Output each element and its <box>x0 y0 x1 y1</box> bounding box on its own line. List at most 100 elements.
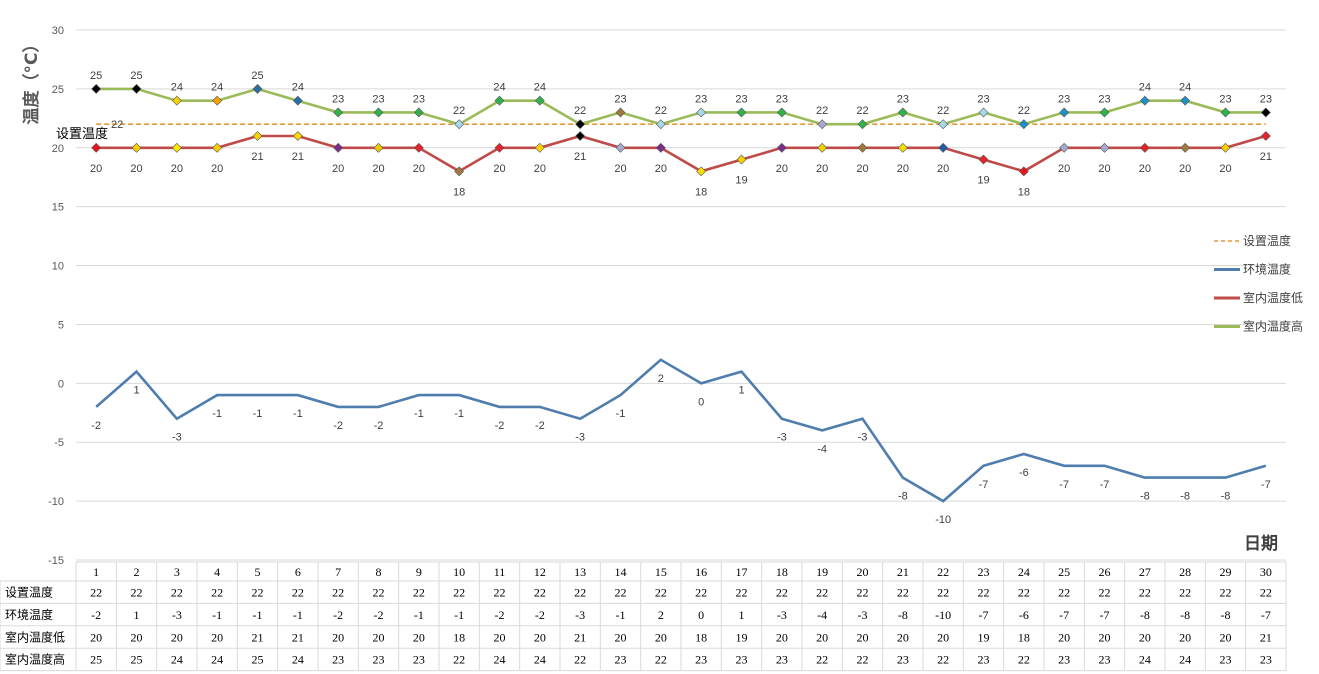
table-cell: -2 <box>495 608 505 622</box>
table-cell: 22 <box>131 586 143 600</box>
table-header-cell: 27 <box>1139 565 1151 579</box>
table-cell: 24 <box>1139 653 1151 667</box>
table-cell: 21 <box>574 630 586 644</box>
data-point <box>252 83 263 94</box>
table-cell: -8 <box>898 608 908 622</box>
table-cell: 20 <box>937 630 949 644</box>
data-label: 25 <box>90 70 102 82</box>
table-cell: 25 <box>252 653 264 667</box>
y-tick-label: 5 <box>58 319 64 331</box>
table-cell: 20 <box>1099 630 1111 644</box>
table-cell: 20 <box>1139 630 1151 644</box>
data-label: 22 <box>1018 105 1030 117</box>
table-cell: 22 <box>292 586 304 600</box>
table-cell: 22 <box>574 653 586 667</box>
data-point <box>1059 142 1070 153</box>
table-cell: 24 <box>292 653 304 667</box>
legend-label: 环境温度 <box>1243 262 1291 277</box>
table-cell: -2 <box>374 608 384 622</box>
table-cell: 22 <box>897 586 909 600</box>
table-cell: 22 <box>1260 586 1272 600</box>
data-label: -3 <box>575 432 585 444</box>
table-cell: 18 <box>1018 630 1030 644</box>
table-cell: 20 <box>494 630 506 644</box>
data-point <box>292 131 303 141</box>
table-cell: 22 <box>857 653 869 667</box>
x-axis-label: 日期 <box>1244 534 1278 554</box>
table-cell: 23 <box>695 653 707 667</box>
data-point <box>212 142 223 153</box>
table-header-cell: 8 <box>376 565 382 579</box>
data-point <box>817 119 828 130</box>
table-header-cell: 10 <box>453 565 465 579</box>
table-header-cell: 30 <box>1260 565 1272 579</box>
table-row-label: 设置温度 <box>5 585 53 600</box>
data-point <box>736 154 747 165</box>
data-label: 2 <box>658 373 664 385</box>
table-cell: 20 <box>534 630 546 644</box>
table-cell: 20 <box>615 630 627 644</box>
data-label: 24 <box>534 82 546 94</box>
table-cell: 20 <box>211 630 223 644</box>
data-label: 24 <box>493 82 505 94</box>
y-axis-label: 温度（°C） <box>21 36 42 125</box>
data-point <box>534 142 545 153</box>
data-label: -2 <box>374 420 384 432</box>
data-label: 23 <box>1098 93 1110 105</box>
table-cell: 22 <box>171 586 183 600</box>
data-label: 20 <box>816 163 828 175</box>
series-line <box>96 134 1267 173</box>
table-cell: -1 <box>616 608 626 622</box>
data-label: 23 <box>614 93 626 105</box>
table-cell: -3 <box>777 608 787 622</box>
table-cell: 20 <box>413 630 425 644</box>
table-header-cell: 18 <box>776 565 788 579</box>
data-point <box>252 131 263 141</box>
data-label: 22 <box>937 105 949 117</box>
table-cell: 23 <box>736 653 748 667</box>
data-label: 20 <box>130 163 142 175</box>
data-label: 24 <box>1179 82 1191 94</box>
table-cell: 24 <box>1179 653 1191 667</box>
y-tick-label: -15 <box>48 555 64 567</box>
data-label: 22 <box>453 105 465 117</box>
data-label: 20 <box>372 163 384 175</box>
data-point <box>454 119 465 130</box>
table-cell: 20 <box>131 630 143 644</box>
table-cell: 22 <box>494 586 506 600</box>
table-cell: 20 <box>90 630 102 644</box>
data-label: 22 <box>574 105 586 117</box>
data-label: 20 <box>1098 163 1110 175</box>
table-header-cell: 6 <box>295 565 301 579</box>
table-cell: 22 <box>736 586 748 600</box>
data-point <box>655 142 666 153</box>
data-label: 23 <box>695 93 707 105</box>
table-cell: 22 <box>1139 586 1151 600</box>
table-header-cell: 23 <box>978 565 990 579</box>
table-header-cell: 13 <box>574 565 586 579</box>
data-label: -4 <box>817 443 827 455</box>
data-point <box>333 107 344 118</box>
data-point <box>817 142 828 153</box>
table-cell: 21 <box>1260 630 1272 644</box>
table-header-cell: 29 <box>1220 565 1232 579</box>
table-header-cell: 9 <box>416 565 422 579</box>
y-tick-label: 30 <box>52 25 64 37</box>
table-header-cell: 7 <box>335 565 341 579</box>
table-cell: 22 <box>937 653 949 667</box>
table-cell: -1 <box>454 608 464 622</box>
table-row-label: 环境温度 <box>5 607 53 622</box>
data-label: 22 <box>816 105 828 117</box>
table-cell: -1 <box>414 608 424 622</box>
data-point <box>333 142 344 153</box>
data-table: 1 2 3 4 5 6 7 8 9 10 11 12 13 14 15 16 17 18 19 20 21 22 23 24 2… <box>0 561 1287 672</box>
table-cell: 23 <box>978 653 990 667</box>
data-point <box>1099 107 1110 118</box>
table-header-cell: 17 <box>736 565 748 579</box>
data-label: 23 <box>776 93 788 105</box>
table-cell: -2 <box>333 608 343 622</box>
data-point <box>1220 142 1231 153</box>
table-cell: -4 <box>817 608 827 622</box>
series-line <box>95 358 1267 503</box>
table-cell: 22 <box>252 586 264 600</box>
